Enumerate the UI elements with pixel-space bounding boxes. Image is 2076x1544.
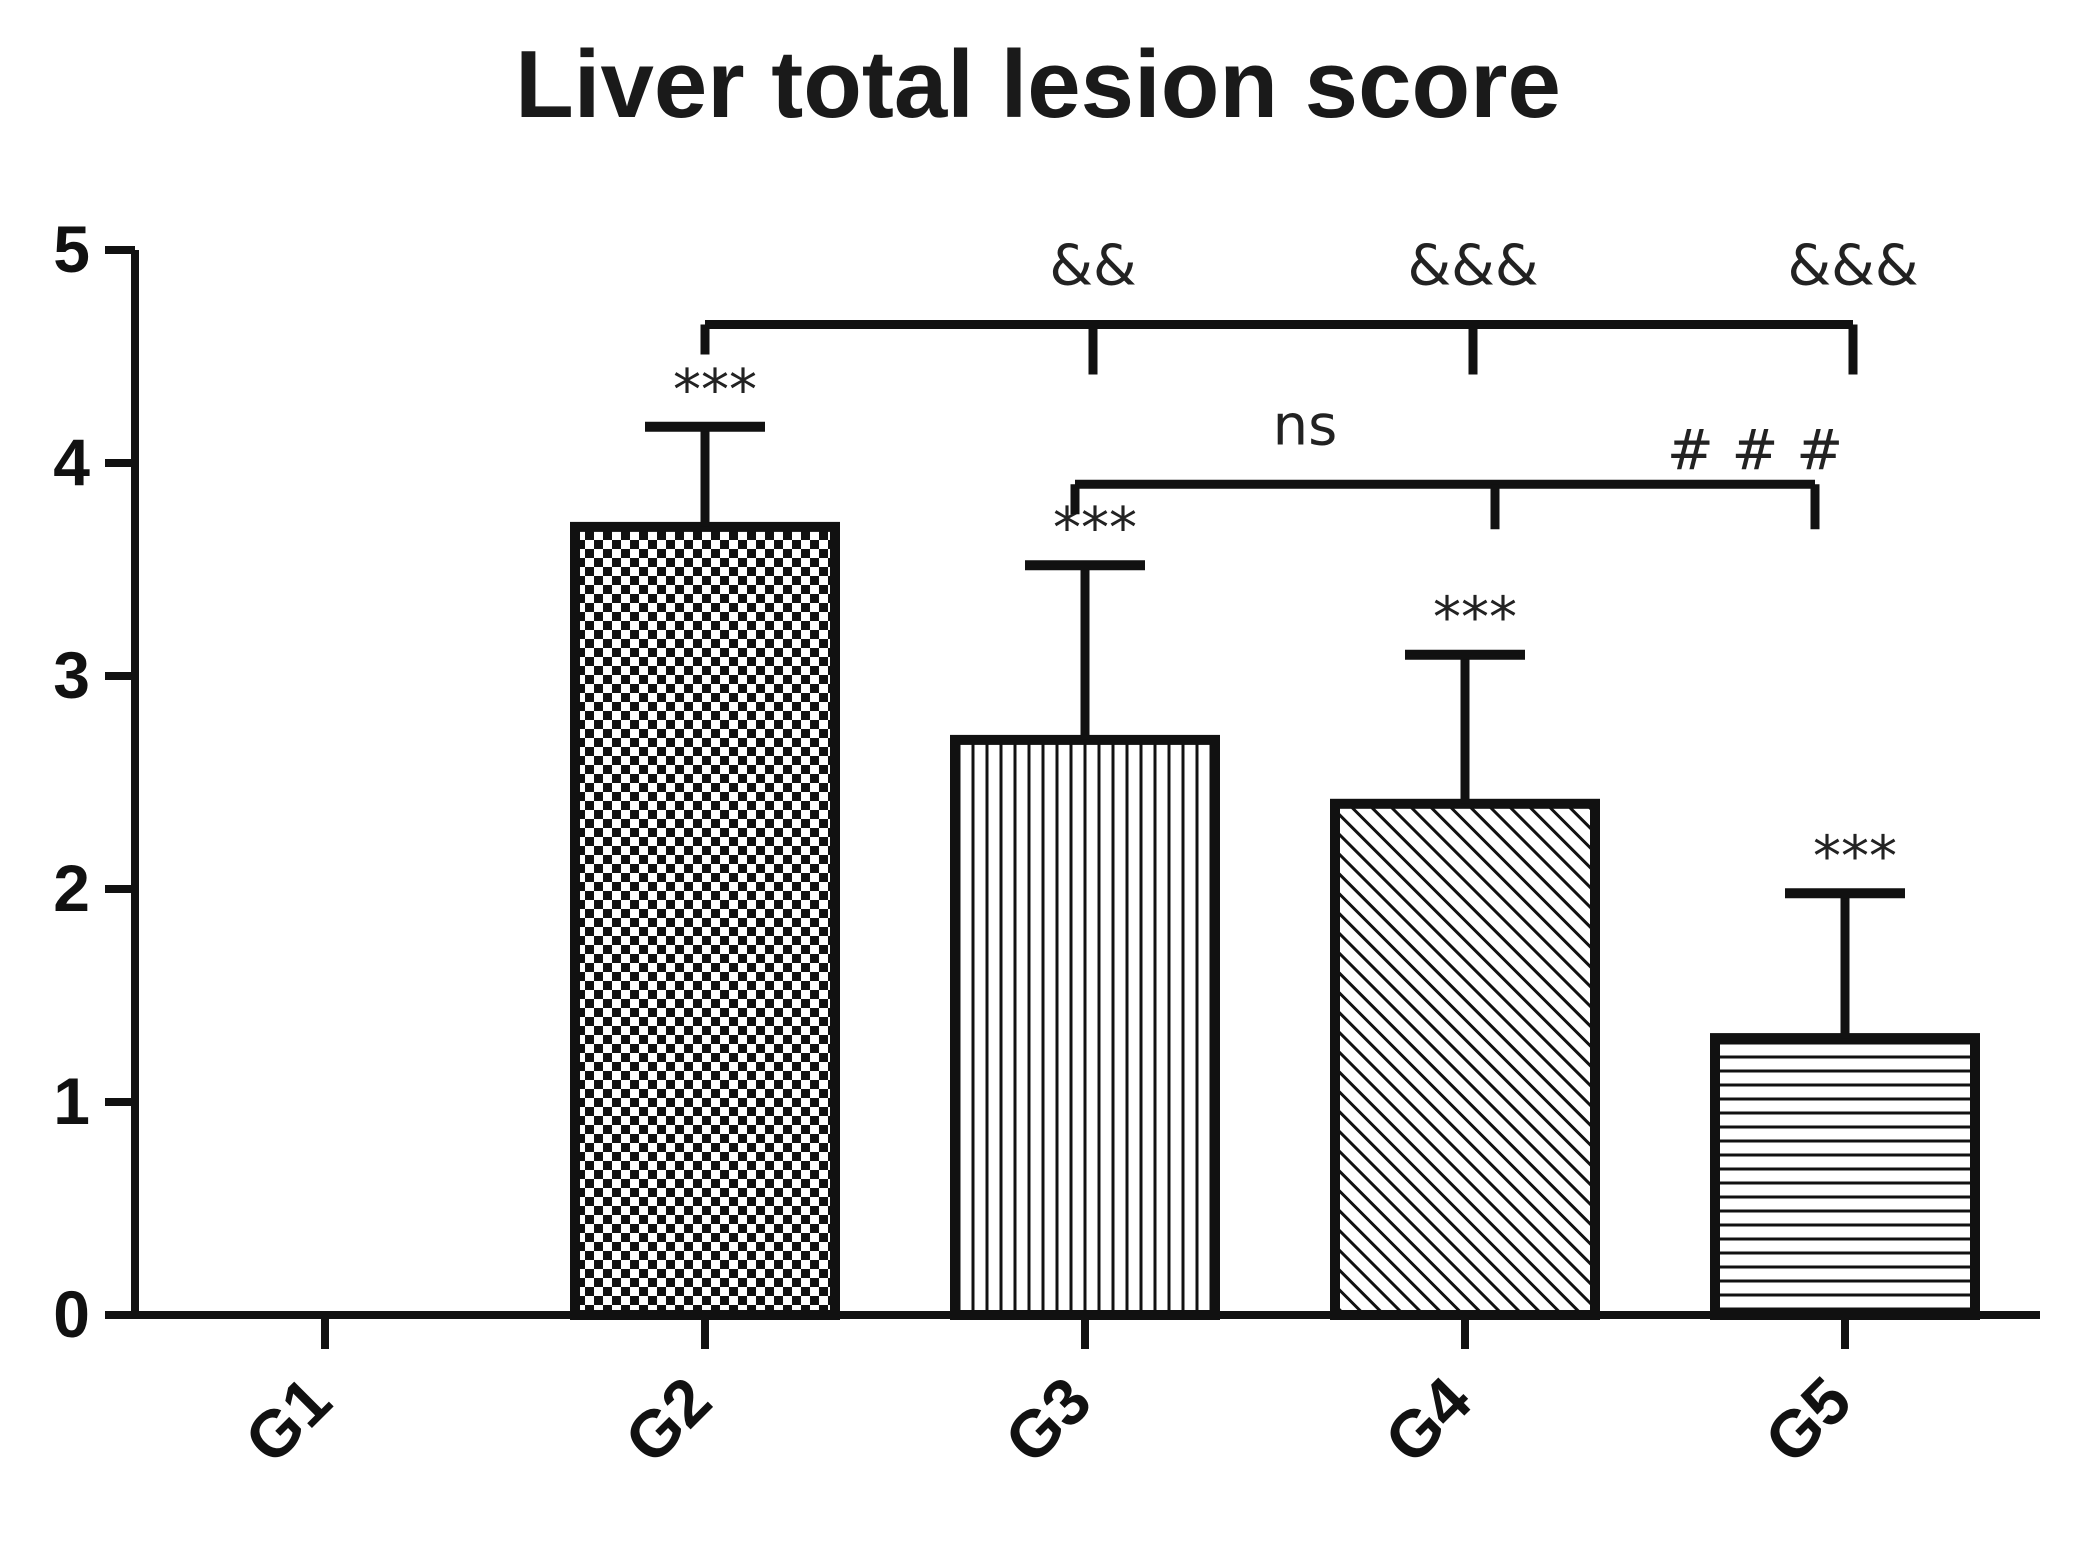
comparison-label: # # # xyxy=(1667,418,1843,483)
bar-annotation: *** xyxy=(1433,586,1517,651)
comparison-label: &&& xyxy=(1787,234,1918,299)
brackets-layer: && &&& &&&ns # # # xyxy=(700,234,1919,530)
x-tick-label: G5 xyxy=(1750,1363,1865,1478)
y-tick-label: 4 xyxy=(53,425,90,499)
y-tick-label: 1 xyxy=(53,1064,90,1138)
bar-annotation: *** xyxy=(1813,824,1897,889)
chart-title: Liver total lesion score xyxy=(515,31,1561,138)
y-tick-label: 3 xyxy=(53,638,90,712)
x-tick-label: G3 xyxy=(990,1363,1105,1478)
bar-annotation: *** xyxy=(673,358,757,423)
bar xyxy=(1710,1033,1980,1320)
x-tick-label: G4 xyxy=(1370,1362,1485,1477)
y-tick-label: 5 xyxy=(53,212,90,286)
comparison-label: && xyxy=(1049,234,1136,299)
y-tick-label: 0 xyxy=(53,1277,90,1351)
bars-layer: *** *** *** *** xyxy=(570,358,1980,1320)
x-tick-label: G2 xyxy=(610,1363,725,1478)
comparison-label: ns xyxy=(1273,393,1338,458)
bar-annotation: *** xyxy=(1053,496,1137,561)
bar xyxy=(950,734,1220,1320)
x-tick-label: G1 xyxy=(230,1363,345,1478)
y-tick-label: 2 xyxy=(53,851,90,925)
bar xyxy=(570,521,840,1320)
bar xyxy=(1330,798,1600,1320)
comparison-label: &&& xyxy=(1407,234,1538,299)
